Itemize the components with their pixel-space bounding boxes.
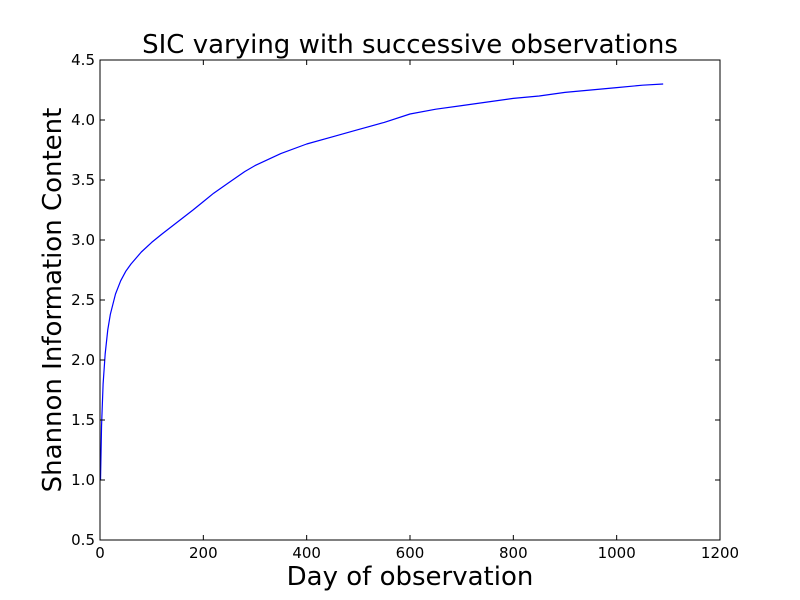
x-tick-label: 600 <box>396 544 425 562</box>
y-tick-labels: 0.5 1.0 1.5 2.0 2.5 3.0 3.5 4.0 4.5 <box>71 51 95 549</box>
y-tick-label: 4.5 <box>71 51 95 69</box>
chart-title: SIC varying with successive observations <box>142 30 678 60</box>
y-tick-label: 3.5 <box>71 171 95 189</box>
x-axis-label: Day of observation <box>287 562 534 592</box>
series-layer <box>99 83 664 481</box>
x-tick-labels: 0 200 400 600 800 1000 1200 <box>95 544 739 562</box>
x-tick-label: 400 <box>292 544 321 562</box>
x-tick-label: 0 <box>95 544 105 562</box>
y-tick-label: 4.0 <box>71 111 95 129</box>
y-tick-label: 1.0 <box>71 471 95 489</box>
x-tick-label: 1000 <box>598 544 636 562</box>
y-tick-label: 0.5 <box>71 531 95 549</box>
y-axis-label: Shannon Information Content <box>38 108 68 493</box>
x-tick-label: 1200 <box>701 544 739 562</box>
x-tick-label: 800 <box>499 544 528 562</box>
y-tick-label: 2.5 <box>71 291 95 309</box>
series-line-1 <box>99 83 664 481</box>
y-tick-label: 3.0 <box>71 231 95 249</box>
x-tick-label: 200 <box>189 544 218 562</box>
plot-frame <box>99 59 721 541</box>
y-tick-label: 1.5 <box>71 411 95 429</box>
y-tick-label: 2.0 <box>71 351 95 369</box>
plot-area <box>99 59 721 541</box>
